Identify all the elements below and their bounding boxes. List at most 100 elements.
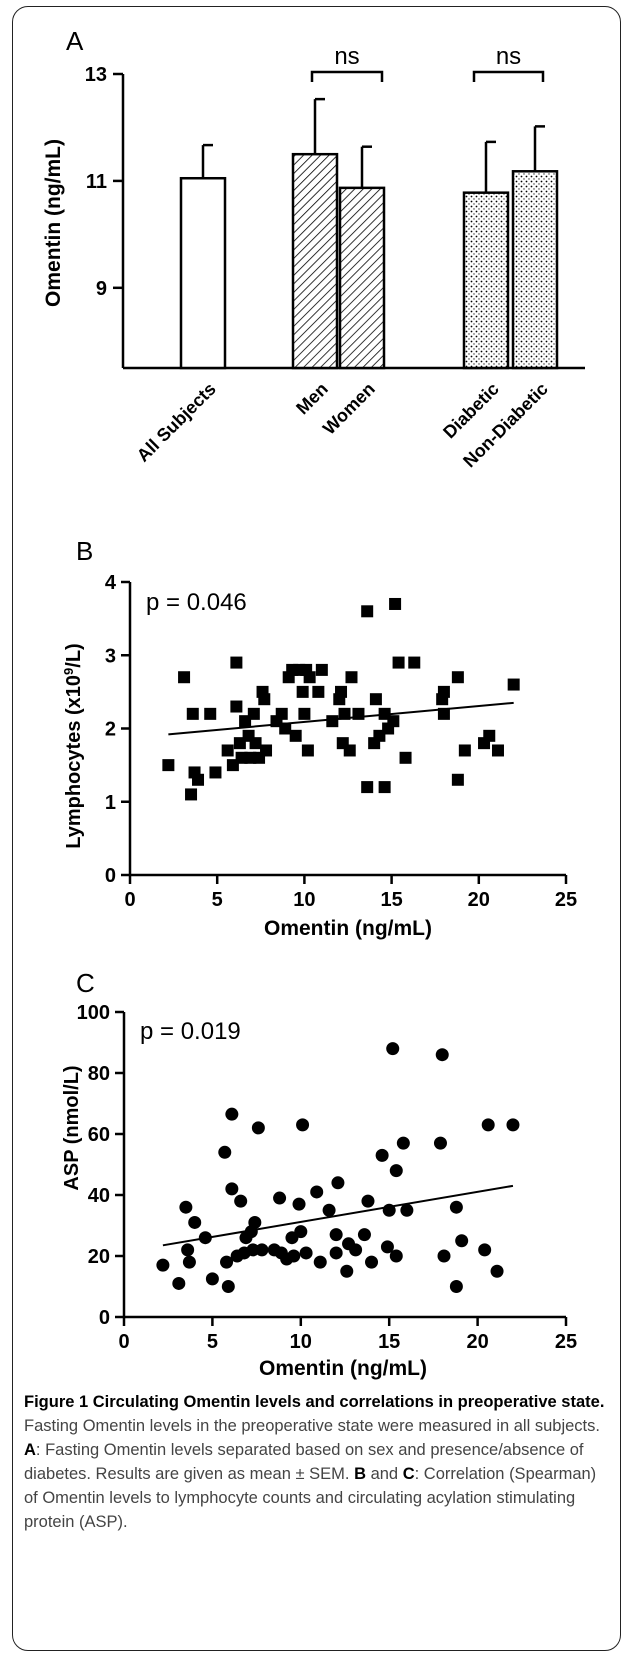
x-tick-label: 25 [555,1331,577,1353]
data-point [375,1148,389,1162]
bar [511,170,559,370]
data-point [433,1136,447,1150]
caption-text-a: : Fasting Omentin levels separated based… [24,1441,584,1483]
data-point [225,1107,239,1121]
figure-frame [12,6,621,1651]
significance-bracket [472,70,545,82]
caption-text-bc: : Correlation (Spearman) of Omentin leve… [24,1465,597,1531]
data-point [491,744,504,757]
x-category-label: Non-Diabetic [459,379,552,472]
data-point [220,1255,234,1269]
data-point [386,1042,400,1056]
panel-a-ylabel: Omentin (ng/mL) [42,139,65,307]
y-tick-label: 9 [96,278,107,300]
panel-b-xlabel: Omentin (ng/mL) [264,917,432,940]
x-tick-label: 20 [466,1331,488,1353]
data-point [449,1280,463,1293]
y-tick-label: 3 [105,645,116,667]
data-point [380,1240,394,1254]
y-tick-label: 0 [99,1307,110,1329]
data-point [326,715,339,728]
data-point [204,707,217,720]
panel-a-bar-chart: A Omentin (ng/mL) 9 11 13 All Subjects MenWo… [42,26,585,472]
data-point [392,656,405,669]
significance-bracket [310,70,384,82]
x-category-label: Men [292,379,332,419]
y-tick-label: 80 [88,1063,110,1085]
y-tick-label: 2 [105,719,116,741]
data-point [251,1121,265,1135]
data-point [315,663,328,676]
x-tick-label: 20 [468,889,490,911]
data-point [507,678,520,691]
x-tick-label: 5 [207,1331,218,1353]
panel-c-scatter: C p = 0.019 ASP (nmol/L) Omentin (ng/mL)… [61,968,577,1380]
data-point [218,1145,232,1159]
x-tick-label: 25 [555,889,577,911]
trend-line [162,1184,514,1247]
panel-a-letter: A [66,26,84,56]
significance-label: ns [334,43,359,70]
data-point [399,751,412,764]
caption-label-a: A [24,1441,36,1459]
data-point [455,1234,469,1248]
data-point [192,773,205,786]
data-point [329,1246,343,1260]
data-point [437,1249,451,1263]
data-point [188,1215,202,1229]
data-point [249,737,262,750]
x-tick-label: 5 [212,889,223,911]
data-point [292,1197,306,1211]
data-point [483,729,496,742]
data-point [310,1185,324,1199]
significance-label: ns [496,43,521,70]
data-point [449,1200,463,1214]
data-point [172,1276,186,1290]
x-tick-label: 0 [118,1331,129,1353]
caption-title: Figure 1 Circulating Omentin levels and … [24,1393,605,1411]
x-tick-label: 10 [290,1331,312,1353]
y-tick-label: 1 [105,792,116,814]
data-point [221,744,234,757]
data-point [331,1176,345,1190]
data-point [221,1280,235,1293]
data-point [365,1255,379,1269]
data-point [260,744,273,757]
data-point [298,707,311,720]
panel-b-letter: B [76,536,93,566]
data-point [389,597,402,610]
data-point [156,1258,170,1272]
data-point [435,1048,449,1062]
data-point [437,685,450,698]
data-point [312,685,325,698]
data-point [338,707,351,720]
x-tick-label: 15 [378,1331,400,1353]
data-point [400,1203,414,1217]
x-category-label: Women [319,379,379,439]
data-point [361,781,374,794]
panel-b-pvalue: p = 0.046 [146,589,247,616]
data-point [287,1249,301,1263]
panel-b-ylabel: Lymphocytes (x109/L) [61,643,85,848]
bar [462,191,510,370]
data-point [294,1225,308,1239]
data-point [205,1272,219,1286]
data-point [296,685,309,698]
data-point [162,759,175,772]
data-point [343,744,356,757]
data-point [322,1203,336,1217]
caption-label-b: B [354,1465,366,1483]
data-point [225,1182,239,1196]
data-point [230,656,243,669]
data-point [234,1194,248,1208]
data-point [289,729,302,742]
panel-c-pvalue: p = 0.019 [140,1018,241,1045]
data-point [296,1118,310,1132]
data-point [230,700,243,713]
x-tick-label: 10 [293,889,315,911]
data-point [185,788,198,801]
x-tick-label: 0 [124,889,135,911]
data-point [451,671,464,684]
data-point [279,722,292,735]
data-point [335,685,348,698]
